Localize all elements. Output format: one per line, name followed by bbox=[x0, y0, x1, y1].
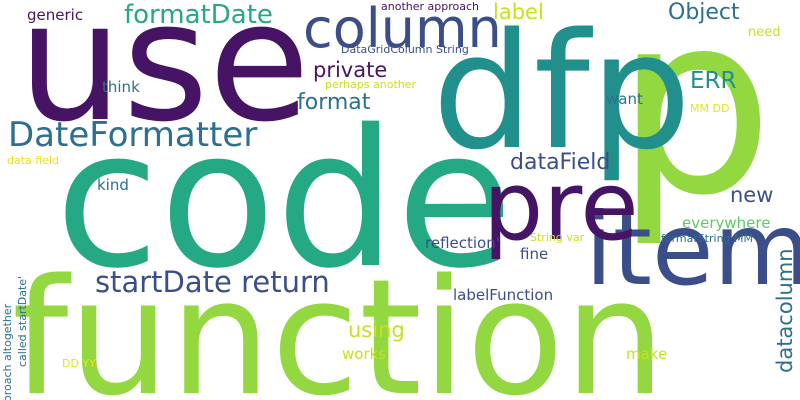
word-generic: generic bbox=[27, 6, 84, 24]
word-make: make bbox=[626, 345, 668, 363]
word-DataGridColumn-String: DataGridColumn String bbox=[341, 43, 469, 56]
word-perhaps-another: perhaps another bbox=[325, 78, 417, 91]
word-DateFormatter: DateFormatter bbox=[8, 115, 258, 155]
word-using: using bbox=[348, 318, 405, 342]
word-fine: fine bbox=[520, 245, 549, 263]
word-labelFunction: labelFunction bbox=[453, 286, 554, 304]
word-Object: Object bbox=[668, 0, 740, 25]
word-dfp: dfp bbox=[432, 0, 692, 185]
word-DD-YY: DD YY bbox=[62, 357, 96, 370]
word-datacolumn: datacolumn bbox=[773, 248, 797, 373]
word-code: code bbox=[55, 89, 514, 310]
word-need: need bbox=[748, 25, 781, 40]
word-data-field: data field bbox=[7, 154, 60, 167]
word-format: format bbox=[297, 90, 371, 115]
word-item: item bbox=[585, 191, 800, 308]
word-startDate-return: startDate return bbox=[95, 265, 330, 299]
word-pre: pre bbox=[483, 152, 639, 262]
word-ERR: ERR bbox=[690, 68, 737, 94]
word-MM-DD: MM DD bbox=[690, 102, 730, 115]
word-p: p bbox=[615, 0, 774, 250]
word-label: label bbox=[493, 0, 544, 24]
word-formatString-MM: formatString MM bbox=[661, 232, 754, 245]
word-reflection: reflection' bbox=[425, 234, 500, 252]
word-everywhere: everywhere bbox=[682, 214, 771, 232]
word-another-approach: another approach bbox=[381, 0, 479, 13]
word-use: use bbox=[18, 0, 311, 158]
word-kind: kind bbox=[97, 176, 129, 194]
word-column: column bbox=[303, 0, 502, 60]
word-dataField: dataField bbox=[510, 150, 611, 175]
word-want: want bbox=[606, 90, 643, 108]
word-function: function bbox=[12, 244, 666, 400]
word-private: private bbox=[313, 58, 388, 82]
word-formatDate: formatDate bbox=[124, 0, 273, 30]
word-called-startDate: called startDate' bbox=[16, 276, 29, 368]
word-new: new bbox=[730, 183, 774, 207]
word-approach-altogether: approach altogether bbox=[1, 304, 14, 400]
word-works: works bbox=[342, 345, 387, 363]
word-think: think bbox=[102, 78, 140, 96]
word-String-var: String var bbox=[530, 231, 585, 244]
